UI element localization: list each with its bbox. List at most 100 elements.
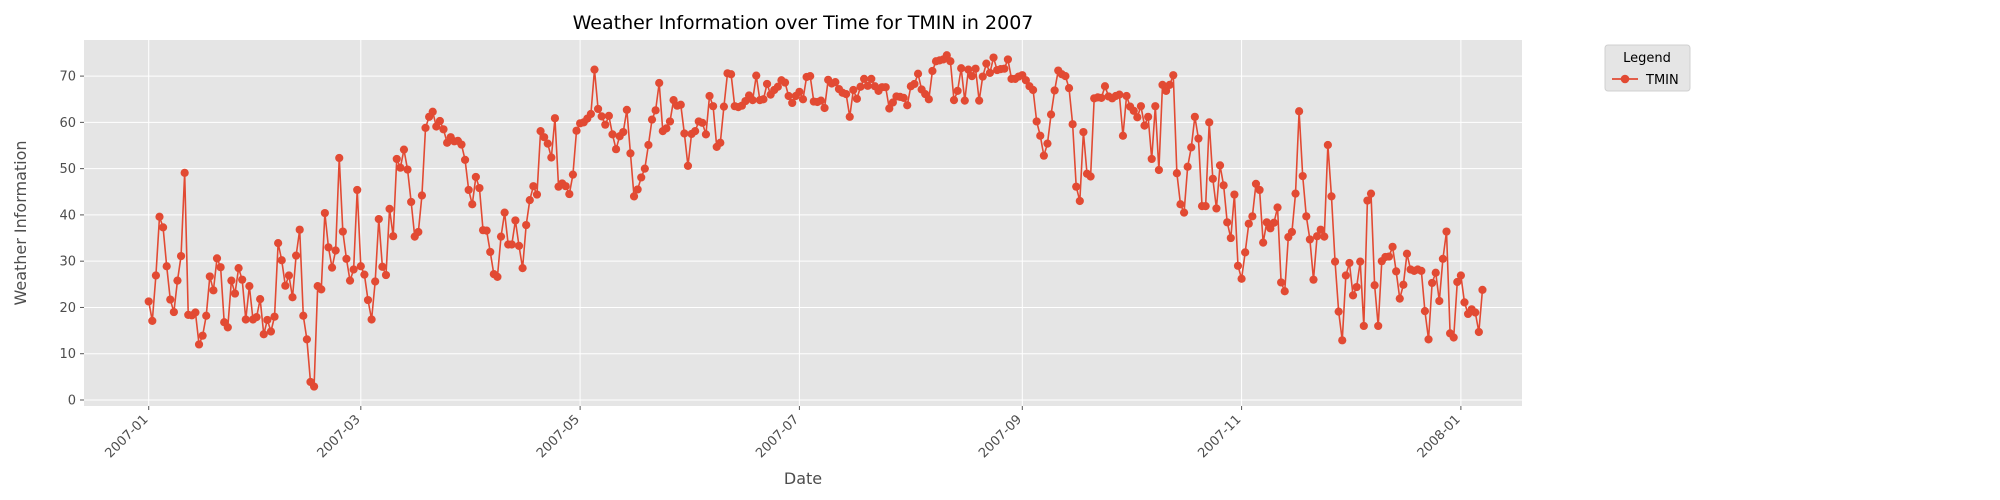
data-point xyxy=(198,331,207,340)
data-point xyxy=(353,185,362,195)
data-point xyxy=(1043,139,1052,148)
data-point xyxy=(1388,242,1397,251)
data-point xyxy=(1435,296,1444,306)
data-point xyxy=(1251,179,1261,188)
data-point xyxy=(1176,200,1185,209)
data-point xyxy=(1309,275,1318,284)
data-point xyxy=(529,182,538,191)
data-point xyxy=(1478,285,1487,294)
data-point xyxy=(421,123,430,133)
data-point xyxy=(349,265,358,274)
data-point xyxy=(363,295,373,305)
x-axis-ticks: 2007-01 2007-03 2007-05 2007-07 2007-09 2007-… xyxy=(103,406,1464,461)
data-point xyxy=(899,93,908,102)
data-point xyxy=(924,95,933,104)
data-point xyxy=(568,170,578,179)
data-point xyxy=(1295,107,1304,116)
data-point xyxy=(1151,102,1160,111)
data-point xyxy=(1036,131,1045,140)
data-point xyxy=(629,192,639,201)
data-point xyxy=(522,220,531,230)
x-tick-label: 2007-11 xyxy=(1195,412,1244,461)
data-point xyxy=(367,315,376,324)
data-point xyxy=(202,311,211,320)
data-point xyxy=(1219,181,1228,190)
data-point xyxy=(216,263,225,272)
data-point xyxy=(1363,196,1372,205)
data-point xyxy=(1075,196,1084,206)
data-point xyxy=(525,196,534,205)
data-point xyxy=(407,197,416,207)
legend-entry-label: TMIN xyxy=(1645,73,1679,88)
data-point xyxy=(1316,225,1325,234)
data-point xyxy=(1474,327,1483,337)
data-point xyxy=(985,68,995,77)
data-point xyxy=(173,276,182,285)
data-point xyxy=(773,82,782,91)
data-point xyxy=(543,139,552,148)
data-point xyxy=(795,87,804,96)
data-point xyxy=(1269,218,1279,227)
data-point xyxy=(1384,252,1394,261)
data-point xyxy=(360,270,369,279)
data-point xyxy=(957,64,966,73)
data-point xyxy=(468,200,477,209)
data-point xyxy=(403,165,412,174)
data-point xyxy=(762,79,772,89)
data-point xyxy=(1237,274,1246,283)
data-point xyxy=(845,112,854,121)
data-point xyxy=(345,276,355,285)
data-point xyxy=(191,308,200,317)
data-point xyxy=(849,85,858,95)
data-point xyxy=(622,105,631,114)
data-point xyxy=(978,72,987,81)
data-point xyxy=(1248,212,1257,221)
data-point xyxy=(324,243,333,252)
data-point xyxy=(1438,254,1448,263)
data-point xyxy=(295,225,304,234)
data-point xyxy=(788,98,797,108)
data-point xyxy=(665,117,675,126)
data-point xyxy=(331,246,340,255)
data-point xyxy=(716,138,725,147)
data-point xyxy=(1424,335,1433,344)
data-point xyxy=(691,127,700,136)
data-point xyxy=(964,65,973,74)
data-point xyxy=(259,330,268,339)
data-point xyxy=(414,227,423,237)
data-point xyxy=(1244,219,1253,228)
data-point xyxy=(1262,218,1271,227)
data-point xyxy=(1323,140,1332,150)
data-point xyxy=(371,277,380,286)
data-point xyxy=(1327,192,1336,201)
data-point xyxy=(180,168,189,177)
data-point xyxy=(662,124,671,133)
data-point xyxy=(586,109,595,119)
data-point xyxy=(464,185,473,195)
data-point xyxy=(1162,86,1171,95)
data-point xyxy=(1471,308,1480,317)
data-point xyxy=(1158,80,1167,89)
data-point xyxy=(1453,277,1462,287)
data-point xyxy=(1352,282,1361,292)
data-point xyxy=(1046,110,1056,119)
data-point xyxy=(867,74,876,83)
data-point xyxy=(651,106,660,115)
data-point xyxy=(633,185,642,194)
data-point xyxy=(511,216,520,225)
y-tick-label: 30 xyxy=(59,255,76,270)
data-point xyxy=(1233,261,1243,270)
data-point xyxy=(277,256,286,265)
data-point xyxy=(274,239,283,248)
data-point xyxy=(338,227,347,236)
data-point xyxy=(1330,257,1340,266)
data-point xyxy=(946,57,955,66)
data-point xyxy=(155,212,164,221)
data-point xyxy=(399,145,409,154)
y-tick-label: 10 xyxy=(59,347,76,362)
data-point xyxy=(493,272,502,282)
series-tmin xyxy=(144,51,1487,391)
data-point xyxy=(752,71,761,80)
data-point xyxy=(1449,333,1458,342)
data-point xyxy=(385,204,394,213)
